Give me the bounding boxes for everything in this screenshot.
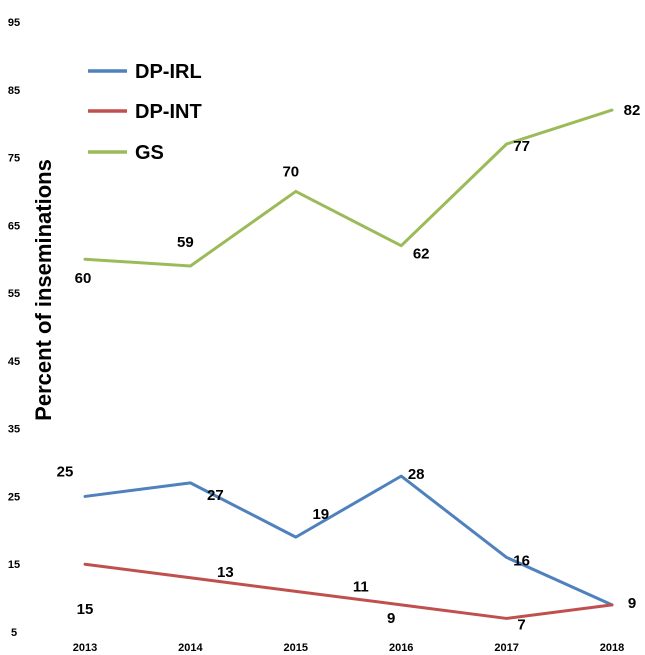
y-tick-label: 5 xyxy=(11,627,17,639)
data-labels: 25 27 19 28 16 9 15 13 11 9 7 60 59 70 62 77 82 xyxy=(57,102,641,633)
legend-label-dp-int: DP-INT xyxy=(135,101,202,123)
legend-label-dp-irl: DP-IRL xyxy=(135,61,202,83)
data-label: 13 xyxy=(217,564,234,581)
data-label: 15 xyxy=(77,601,94,618)
data-label: 60 xyxy=(75,270,92,287)
data-label: 28 xyxy=(408,466,425,483)
data-label: 7 xyxy=(517,616,525,633)
y-tick-label: 15 xyxy=(8,559,20,571)
data-label: 9 xyxy=(387,610,395,627)
x-tick-label: 2018 xyxy=(600,642,624,654)
y-axis-ticks: 5 15 25 35 45 55 65 75 85 95 xyxy=(8,17,20,639)
data-label: 27 xyxy=(207,487,224,504)
data-label: 9 xyxy=(628,595,636,612)
data-label: 70 xyxy=(282,163,299,180)
series-line-dp-int xyxy=(83,562,614,620)
data-label: 16 xyxy=(513,552,530,569)
data-label: 25 xyxy=(57,463,74,480)
y-tick-label: 35 xyxy=(8,424,20,436)
x-tick-label: 2013 xyxy=(73,642,97,654)
x-tick-label: 2014 xyxy=(178,642,203,654)
data-label: 82 xyxy=(624,102,641,119)
y-tick-label: 55 xyxy=(8,288,20,300)
y-tick-label: 75 xyxy=(8,153,20,165)
series-line-dp-irl xyxy=(83,474,614,607)
data-label: 59 xyxy=(177,234,194,251)
data-label: 77 xyxy=(513,138,530,155)
y-tick-label: 95 xyxy=(8,17,20,29)
x-axis-ticks: 2013 2014 2015 2016 2017 2018 xyxy=(73,642,624,654)
x-tick-label: 2017 xyxy=(494,642,518,654)
y-tick-label: 85 xyxy=(8,85,20,97)
data-label: 62 xyxy=(413,246,430,263)
legend-label-gs: GS xyxy=(135,142,164,164)
x-tick-label: 2016 xyxy=(389,642,413,654)
data-label: 19 xyxy=(312,506,329,523)
y-axis-label: Percent of inseminations xyxy=(31,159,56,421)
x-tick-label: 2015 xyxy=(284,642,308,654)
y-tick-label: 45 xyxy=(8,356,20,368)
series-lines xyxy=(83,108,614,620)
y-tick-label: 25 xyxy=(8,491,20,503)
series-line-gs xyxy=(83,108,614,268)
y-tick-label: 65 xyxy=(8,220,20,232)
legend: DP-IRL DP-INT GS xyxy=(88,61,202,164)
data-label: 11 xyxy=(353,578,369,595)
